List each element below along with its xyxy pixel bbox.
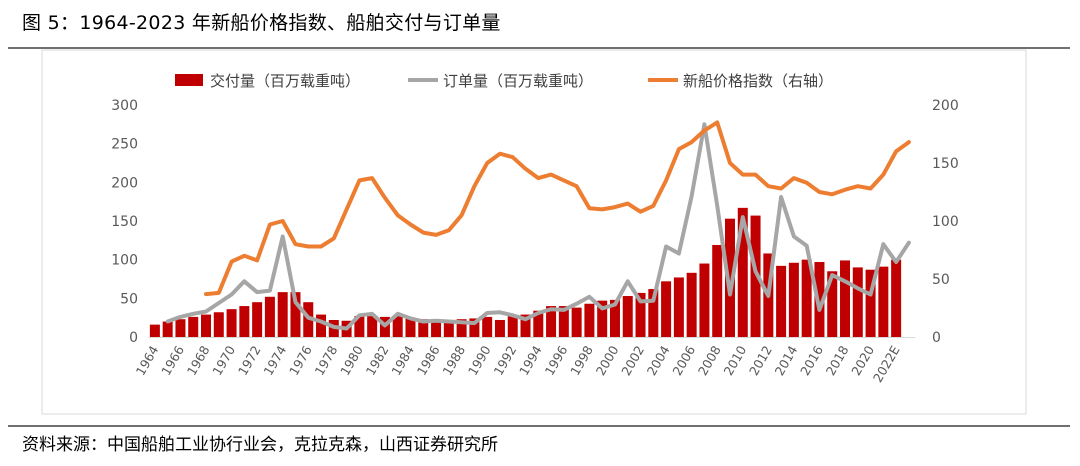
bar (865, 269, 876, 337)
bar (622, 296, 633, 337)
bar (724, 218, 735, 337)
bar (852, 267, 863, 337)
bar (776, 265, 787, 337)
y-tick-label: 50 (120, 291, 138, 307)
price-index-series (204, 120, 911, 297)
y-tick-label: 300 (111, 98, 138, 114)
chart-frame (41, 49, 1027, 415)
bar (213, 312, 224, 337)
bar (609, 299, 620, 337)
legend-label: 新船价格指数（右轴） (683, 72, 833, 90)
bar (175, 319, 186, 337)
bar (162, 321, 173, 337)
title-divider (8, 47, 1070, 49)
bar (788, 262, 799, 337)
bar (686, 272, 697, 337)
bar (597, 300, 608, 337)
bar (635, 292, 646, 337)
bar (661, 281, 672, 337)
bar (737, 207, 748, 337)
bar (354, 316, 365, 337)
bar (431, 320, 442, 337)
bar (520, 314, 531, 337)
y-tick-label: 250 (111, 137, 138, 153)
bar (878, 266, 889, 337)
y-tick-label: 0 (129, 330, 138, 346)
bar (405, 317, 416, 337)
bar (494, 319, 505, 337)
legend-label: 订单量（百万载重吨） (443, 72, 593, 90)
y-tick-label: 150 (111, 214, 138, 230)
bar (827, 271, 838, 337)
bar (367, 316, 378, 337)
legend-label: 交付量（百万载重吨） (210, 72, 360, 90)
bar (392, 316, 403, 337)
price-index-line (204, 120, 911, 297)
source-divider (8, 425, 1070, 427)
bar (277, 292, 288, 337)
bar (149, 324, 160, 337)
bar (456, 319, 467, 337)
bar (712, 244, 723, 337)
bar (252, 302, 263, 337)
y2-tick-label: 50 (932, 272, 950, 288)
legend-swatch-deliveries (175, 74, 203, 86)
bar (750, 215, 761, 337)
bar (891, 259, 902, 337)
bar (507, 315, 518, 337)
y-tick-label: 100 (111, 253, 138, 269)
y2-tick-label: 100 (932, 214, 959, 230)
bar (546, 306, 557, 337)
bar (443, 322, 454, 337)
y2-tick-label: 0 (932, 330, 941, 346)
y2-tick-label: 150 (932, 156, 959, 172)
bar (648, 289, 659, 337)
bar (584, 303, 595, 337)
figure-title: 图 5：1964-2023 年新船价格指数、船舶交付与订单量 (22, 12, 501, 34)
bar (290, 292, 301, 337)
bar (264, 296, 275, 337)
bar (226, 309, 237, 337)
y2-tick-label: 200 (932, 98, 959, 114)
bar (699, 263, 710, 337)
bar (188, 316, 199, 337)
bar (801, 259, 812, 337)
bar (316, 314, 327, 337)
bar (418, 319, 429, 337)
y-axis-left: 0 50 100 150 200 250 300 (111, 98, 138, 346)
bar (840, 260, 851, 337)
bar (571, 307, 582, 337)
bar (201, 314, 212, 337)
orders-series (165, 122, 911, 331)
y-axis-right: 0 50 100 150 200 (932, 98, 959, 346)
bar (533, 310, 544, 337)
legend: 交付量（百万载重吨） 订单量（百万载重吨） 新船价格指数（右轴） (175, 72, 833, 90)
bar (239, 306, 250, 337)
source-note: 资料来源：中国船舶工业协行业会，克拉克森，山西证券研究所 (22, 435, 498, 455)
bar (814, 261, 825, 337)
bar (558, 306, 569, 337)
bar (469, 318, 480, 337)
bar (482, 316, 493, 337)
bar (673, 277, 684, 337)
orders-line (165, 122, 911, 331)
y-tick-label: 200 (111, 175, 138, 191)
